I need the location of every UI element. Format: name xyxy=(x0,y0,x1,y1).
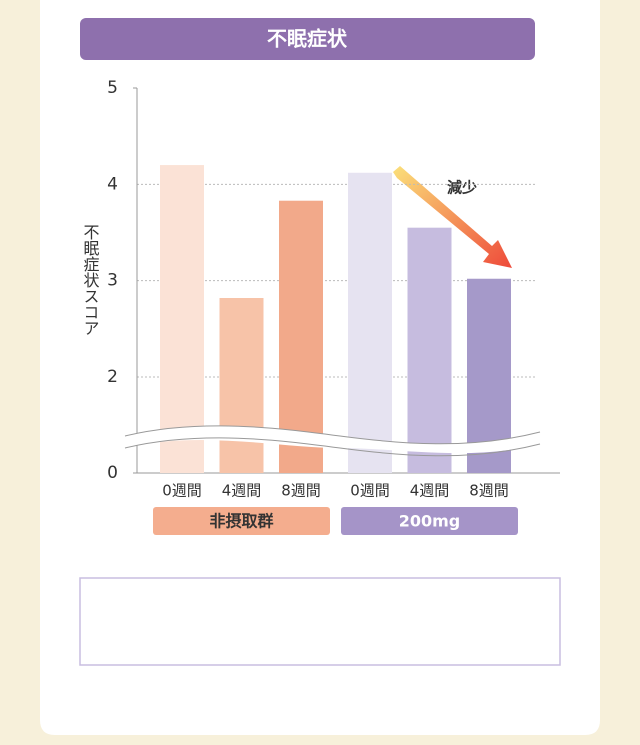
y-tick-label: 3 xyxy=(107,271,118,291)
y-tick-label: 2 xyxy=(107,367,118,387)
empty-box xyxy=(79,577,561,666)
bar xyxy=(160,165,204,474)
y-tick-label: 0 xyxy=(107,463,118,483)
bar xyxy=(279,200,323,473)
x-tick-label: 8週間 xyxy=(469,482,509,500)
y-axis-label: 不眠症状スコア xyxy=(81,224,100,336)
x-tick-label: 4週間 xyxy=(222,482,262,500)
x-tick-label: 0週間 xyxy=(350,482,390,500)
title-bar xyxy=(80,18,535,60)
axis-break-line xyxy=(124,437,541,457)
x-tick-label: 8週間 xyxy=(281,482,321,500)
annotation: 減少 xyxy=(447,179,477,197)
bar xyxy=(348,172,392,474)
x-tick-label: 0週間 xyxy=(162,482,202,500)
legend-label: 200mg xyxy=(399,512,461,531)
group-box xyxy=(341,507,518,535)
axis-break xyxy=(125,425,540,454)
bar xyxy=(219,298,264,473)
chart-title: 不眠症状 xyxy=(267,27,348,51)
bar xyxy=(407,227,452,473)
decrease-arrow xyxy=(393,166,512,268)
x-tick-label: 4週間 xyxy=(410,482,450,500)
axis-break-line xyxy=(124,425,541,445)
y-tick-label: 4 xyxy=(107,174,118,194)
legend-label: 非摂取群 xyxy=(209,512,273,531)
y-tick-label: 5 xyxy=(107,78,118,98)
group-box xyxy=(153,507,330,535)
